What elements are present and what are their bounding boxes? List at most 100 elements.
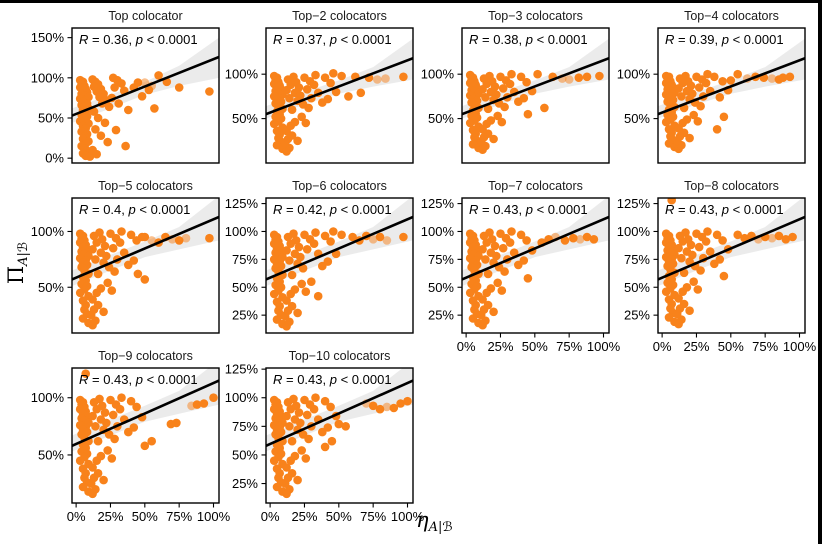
panel-border xyxy=(71,197,220,334)
data-point xyxy=(486,116,496,125)
y-tick-label: 25% xyxy=(428,308,454,323)
y-tick-label: 50% xyxy=(38,447,64,462)
data-point xyxy=(323,423,333,432)
data-point xyxy=(285,256,294,265)
x-tick-label: 25% xyxy=(487,339,513,354)
data-point xyxy=(481,93,490,102)
data-point xyxy=(331,87,341,97)
data-point xyxy=(91,255,100,264)
data-point xyxy=(89,107,99,116)
data-point xyxy=(111,125,121,135)
data-point xyxy=(498,84,508,93)
panel-border xyxy=(265,367,414,504)
data-point xyxy=(327,436,337,446)
panel-title: Top−4 colocators xyxy=(684,9,779,23)
data-point xyxy=(121,141,130,151)
data-point xyxy=(103,446,112,455)
data-point xyxy=(497,117,507,127)
x-tick-label: 100% xyxy=(391,509,425,524)
data-point xyxy=(302,410,312,420)
data-point xyxy=(703,69,712,79)
data-point xyxy=(269,289,279,299)
panel-title: Top−7 colocators xyxy=(488,179,583,193)
data-point xyxy=(320,73,330,82)
data-point xyxy=(115,404,125,414)
scatter-points xyxy=(75,227,214,330)
data-point xyxy=(124,105,133,115)
regression-line xyxy=(72,215,219,281)
data-point xyxy=(283,232,293,242)
data-point xyxy=(129,256,139,265)
data-point xyxy=(674,243,683,253)
data-point xyxy=(533,69,542,79)
scatter-points xyxy=(661,69,795,154)
data-point xyxy=(701,78,711,88)
data-point xyxy=(575,235,585,244)
y-tick-label: 100% xyxy=(31,390,65,405)
data-point xyxy=(294,408,304,417)
data-point xyxy=(500,102,509,112)
data-point xyxy=(479,231,489,241)
data-point xyxy=(209,393,218,403)
panel-border xyxy=(71,367,220,504)
y-axis-subscript: A|ℬ xyxy=(16,241,32,266)
panel-7: 25% 50% 75% 100% 125% 0% 25% 50% 75% 100% R = 0.43… xyxy=(421,179,621,354)
data-point xyxy=(294,242,304,252)
x-axis-label: ηA|ℬ xyxy=(416,508,506,540)
data-point xyxy=(117,393,126,403)
panel-8: 25% 50% 75% 100% 125% 0% 25% 50% 75% 100% R = 0.43… xyxy=(617,179,817,354)
data-point xyxy=(373,75,382,84)
scatter-points xyxy=(465,69,604,154)
panel-title: Top−5 colocators xyxy=(98,179,193,193)
data-point xyxy=(710,72,719,82)
x-axis-subscript: A|ℬ xyxy=(428,520,453,536)
data-point xyxy=(497,286,507,295)
regression-line xyxy=(72,55,219,117)
data-point xyxy=(301,454,311,463)
data-point xyxy=(329,69,338,78)
data-point xyxy=(733,69,742,79)
data-point xyxy=(478,85,487,94)
data-point xyxy=(126,396,136,406)
data-point xyxy=(569,233,578,243)
data-point xyxy=(205,233,214,243)
data-point xyxy=(682,283,692,292)
data-point xyxy=(91,125,100,134)
data-point xyxy=(296,252,305,262)
data-point xyxy=(99,307,108,317)
data-point xyxy=(199,399,209,408)
data-point xyxy=(718,236,727,245)
data-point xyxy=(490,241,500,251)
data-point xyxy=(297,446,307,455)
data-point xyxy=(516,230,526,240)
y-tick-label: 100% xyxy=(31,70,65,85)
data-point xyxy=(107,286,117,295)
data-point xyxy=(323,257,333,266)
data-point xyxy=(285,93,294,103)
y-tick-label: 100% xyxy=(421,67,455,82)
data-point xyxy=(492,251,501,261)
data-point xyxy=(296,418,305,428)
data-point xyxy=(403,396,412,406)
data-point xyxy=(285,422,294,431)
y-tick-label: 150% xyxy=(31,30,65,45)
data-point xyxy=(102,251,111,261)
data-point xyxy=(282,463,291,472)
panel-border xyxy=(71,27,220,164)
data-point xyxy=(519,93,529,103)
data-point xyxy=(99,475,108,485)
x-tick-label: 100% xyxy=(783,339,817,354)
data-point xyxy=(311,228,320,237)
x-tick-label: 0% xyxy=(457,339,476,354)
correlation-annotation: R = 0.43, p < 0.0001 xyxy=(665,202,784,217)
data-point xyxy=(382,236,392,245)
panel-title: Top−3 colocators xyxy=(488,9,583,23)
data-point xyxy=(703,227,712,236)
x-tick-label: 75% xyxy=(556,339,582,354)
data-point xyxy=(481,255,490,264)
data-point xyxy=(326,402,335,412)
panel-title: Top−8 colocators xyxy=(684,179,779,193)
correlation-annotation: R = 0.37, p < 0.0001 xyxy=(273,32,392,47)
